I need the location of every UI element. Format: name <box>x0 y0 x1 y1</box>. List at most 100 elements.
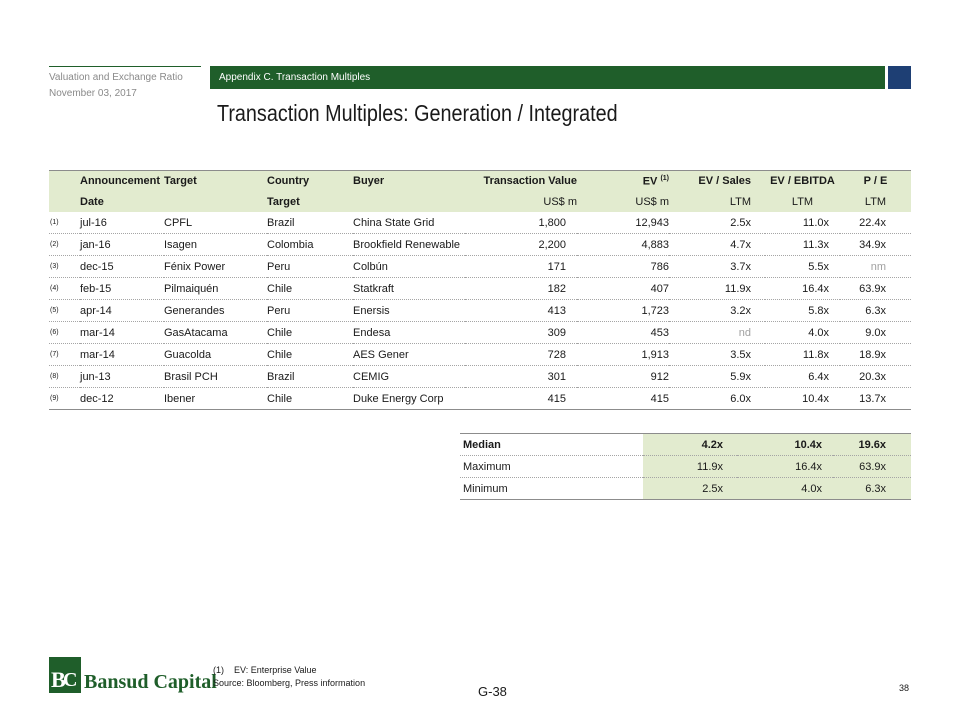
cell-ev-ebitda: 4.0x <box>765 321 840 344</box>
cell-country: Chile <box>267 387 353 410</box>
cell-target: Isagen <box>164 233 267 256</box>
cell-target: CPFL <box>164 212 267 234</box>
page-number: 38 <box>899 683 910 693</box>
cell-ev-sales: nd <box>669 321 765 344</box>
summary-row: Maximum 11.9x 16.4x 63.9x <box>460 455 911 478</box>
document-info: Valuation and Exchange Ratio November 03… <box>49 66 201 102</box>
cell-transaction-value: 415 <box>465 387 577 410</box>
col-header-pe: P / E <box>840 170 911 191</box>
cell-date: feb-15 <box>80 277 164 300</box>
table-row: (5) apr-14 Generandes Peru Enersis 413 1,723 3.… <box>49 299 911 322</box>
cell-pe: 63.9x <box>840 277 911 300</box>
transactions-table: Announcement Target Country Buyer Transa… <box>49 170 911 410</box>
col-header-country: Country <box>267 170 353 191</box>
cell-target: Fénix Power <box>164 255 267 278</box>
cell-buyer: Statkraft <box>353 277 465 300</box>
row-footnote-ref: (9) <box>49 387 80 410</box>
cell-pe: 34.9x <box>840 233 911 256</box>
summary-pe: 19.6x <box>833 433 911 456</box>
bansud-capital-logo: B C Bansud Capital <box>49 657 217 693</box>
summary-ev-ebitda: 16.4x <box>737 455 833 478</box>
logo-letter-b: B <box>51 667 66 692</box>
summary-pe: 63.9x <box>833 455 911 478</box>
document-info-rule <box>49 66 201 67</box>
page-title: Transaction Multiples: Generation / Inte… <box>217 100 618 126</box>
source-note: Source: Bloomberg, Press information <box>213 678 366 688</box>
header-note-cell <box>49 170 80 191</box>
cell-ev-ebitda: 10.4x <box>765 387 840 410</box>
col-header-buyer: Buyer <box>353 170 465 191</box>
cell-ev-sales: 6.0x <box>669 387 765 410</box>
row-footnote-ref: (2) <box>49 233 80 256</box>
cell-ev-sales: 3.5x <box>669 343 765 366</box>
cell-buyer: China State Grid <box>353 212 465 234</box>
cell-date: jul-16 <box>80 212 164 234</box>
summary-label: Median <box>460 433 643 456</box>
section-header-bar: Appendix C. Transaction Multiples <box>210 66 885 89</box>
cell-pe: 13.7x <box>840 387 911 410</box>
cell-ev-sales: 5.9x <box>669 365 765 388</box>
summary-ev-ebitda: 10.4x <box>737 433 833 456</box>
cell-ev: 407 <box>577 277 669 300</box>
cell-pe: 20.3x <box>840 365 911 388</box>
cell-buyer: Endesa <box>353 321 465 344</box>
cell-ev: 415 <box>577 387 669 410</box>
cell-country: Brazil <box>267 212 353 234</box>
cell-country: Chile <box>267 277 353 300</box>
cell-target: GasAtacama <box>164 321 267 344</box>
footnotes: (1) EV: Enterprise Value Source: Bloombe… <box>213 664 365 690</box>
col-subheader-ev-unit: US$ m <box>577 191 669 212</box>
cell-ev: 912 <box>577 365 669 388</box>
cell-ev: 453 <box>577 321 669 344</box>
cell-country: Colombia <box>267 233 353 256</box>
cell-transaction-value: 728 <box>465 343 577 366</box>
cell-transaction-value: 2,200 <box>465 233 577 256</box>
cell-ev-ebitda: 6.4x <box>765 365 840 388</box>
cell-ev: 12,943 <box>577 212 669 234</box>
cell-date: mar-14 <box>80 343 164 366</box>
cell-date: jan-16 <box>80 233 164 256</box>
summary-table: Median 4.2x 10.4x 19.6x Maximum 11.9x 16.4x 63.… <box>460 433 911 500</box>
table-row: (4) feb-15 Pilmaiquén Chile Statkraft 182 407 1… <box>49 277 911 300</box>
cell-ev-ebitda: 16.4x <box>765 277 840 300</box>
logo-letter-c: C <box>63 669 78 691</box>
cell-country: Chile <box>267 321 353 344</box>
table-row: (8) jun-13 Brasil PCH Brazil CEMIG 301 912 5.9x… <box>49 365 911 388</box>
cell-buyer: CEMIG <box>353 365 465 388</box>
cell-transaction-value: 301 <box>465 365 577 388</box>
cell-country: Brazil <box>267 365 353 388</box>
cell-date: mar-14 <box>80 321 164 344</box>
table-row: (7) mar-14 Guacolda Chile AES Gener 728 1,913 3… <box>49 343 911 366</box>
cell-pe: nm <box>840 255 911 278</box>
cell-ev-sales: 3.2x <box>669 299 765 322</box>
cell-buyer: Enersis <box>353 299 465 322</box>
col-header-ev: EV (1) <box>577 170 669 191</box>
footnote-1: (1) EV: Enterprise Value <box>213 664 365 677</box>
row-footnote-ref: (4) <box>49 277 80 300</box>
cell-pe: 22.4x <box>840 212 911 234</box>
cell-buyer: Duke Energy Corp <box>353 387 465 410</box>
ev-footnote-ref: (1) <box>660 174 669 182</box>
summary-label: Maximum <box>460 455 643 478</box>
section-marker-square <box>888 66 911 89</box>
table-row: (1) jul-16 CPFL Brazil China State Grid 1,800… <box>49 212 911 234</box>
col-subheader-ebitda-basis: LTM <box>765 191 840 212</box>
summary-ev-ebitda: 4.0x <box>737 477 833 500</box>
cell-date: dec-12 <box>80 387 164 410</box>
row-footnote-ref: (6) <box>49 321 80 344</box>
summary-ev-sales: 4.2x <box>643 433 737 456</box>
row-footnote-ref: (5) <box>49 299 80 322</box>
cell-target: Pilmaiquén <box>164 277 267 300</box>
cell-pe: 6.3x <box>840 299 911 322</box>
cell-transaction-value: 1,800 <box>465 212 577 234</box>
col-header-target: Target <box>164 170 267 191</box>
logo-text: Bansud Capital <box>84 671 217 693</box>
cell-buyer: Colbún <box>353 255 465 278</box>
cell-transaction-value: 171 <box>465 255 577 278</box>
cell-ev-sales: 11.9x <box>669 277 765 300</box>
col-subheader-sales-basis: LTM <box>669 191 765 212</box>
row-footnote-ref: (8) <box>49 365 80 388</box>
row-footnote-ref: (1) <box>49 212 80 234</box>
cell-target: Generandes <box>164 299 267 322</box>
